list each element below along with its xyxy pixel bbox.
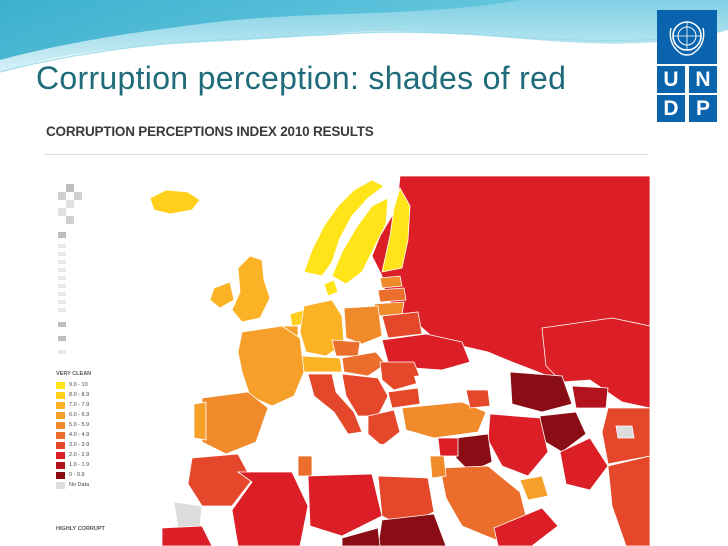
region-czech bbox=[331, 339, 361, 357]
legend-label: 1.0 - 1.9 bbox=[69, 462, 90, 468]
cpi-map-panel: CORRUPTION PERCEPTIONS INDEX 2010 RESULT… bbox=[42, 118, 650, 546]
region-romania bbox=[379, 361, 423, 391]
legend-label: 9.0 - 10 bbox=[69, 382, 88, 388]
map-title: CORRUPTION PERCEPTIONS INDEX 2010 RESULT… bbox=[46, 124, 374, 139]
region-chad bbox=[341, 527, 381, 546]
legend-item: 2.0 - 2.9 bbox=[56, 450, 116, 460]
region-libya bbox=[307, 473, 383, 537]
region-slovakia-hungary bbox=[341, 351, 387, 377]
region-tunisia bbox=[297, 455, 313, 477]
region-syria bbox=[437, 437, 459, 457]
region-portugal bbox=[193, 401, 207, 441]
black-sea bbox=[414, 372, 472, 400]
region-mauritania bbox=[161, 525, 213, 546]
region-uk bbox=[231, 255, 271, 323]
logo-letter-p: P bbox=[689, 95, 717, 122]
region-poland bbox=[343, 305, 383, 345]
logo-letter-n: N bbox=[689, 66, 717, 93]
legend-swatch bbox=[56, 451, 65, 459]
un-emblem-icon bbox=[657, 10, 717, 64]
legend-label: 4.0 - 4.9 bbox=[69, 432, 90, 438]
region-belarus bbox=[381, 311, 423, 339]
region-finland bbox=[381, 186, 411, 273]
legend-swatch bbox=[56, 441, 65, 449]
legend-item: 8.0 - 8.9 bbox=[56, 390, 116, 400]
region-estonia bbox=[379, 275, 403, 289]
region-austria-switzerland bbox=[299, 355, 343, 373]
region-kazakhstan bbox=[541, 317, 650, 409]
region-spain-portugal bbox=[201, 391, 269, 455]
undp-logo: U N D P bbox=[657, 10, 717, 122]
legend-item: No Data bbox=[56, 480, 116, 490]
legend-item: 1.0 - 1.9 bbox=[56, 460, 116, 470]
region-italy bbox=[307, 373, 363, 435]
legend-label: 6.0 - 6.9 bbox=[69, 412, 90, 418]
logo-letter-u: U bbox=[657, 66, 685, 93]
legend-label: 7.0 - 7.9 bbox=[69, 402, 90, 408]
legend-item: 0 - 0.9 bbox=[56, 470, 116, 480]
legend-swatch bbox=[56, 391, 65, 399]
region-nepal-nodata bbox=[615, 425, 635, 439]
legend-label: 0 - 0.9 bbox=[69, 472, 85, 478]
mediterranean-sea bbox=[242, 438, 430, 472]
legend-label: 2.0 - 2.9 bbox=[69, 452, 90, 458]
region-western-sahara bbox=[173, 501, 203, 529]
logo-letter-d: D bbox=[657, 95, 685, 122]
legend-label: 8.0 - 8.9 bbox=[69, 392, 90, 398]
legend-item: 9.0 - 10 bbox=[56, 380, 116, 390]
legend-swatch bbox=[56, 431, 65, 439]
caspian-sea bbox=[488, 362, 508, 424]
legend-swatch bbox=[56, 381, 65, 389]
legend-swatch bbox=[56, 481, 65, 489]
region-norway bbox=[303, 179, 385, 277]
map-legend: VERY CLEAN 9.0 - 10 8.0 - 8.9 7.0 - 7.9 6.0… bbox=[56, 371, 116, 490]
region-kyrgyz-tajik bbox=[571, 385, 609, 409]
region-sweden bbox=[331, 197, 389, 285]
region-denmark bbox=[323, 279, 339, 297]
region-france bbox=[237, 325, 305, 407]
legend-swatch bbox=[56, 461, 65, 469]
region-iceland bbox=[149, 189, 201, 215]
legend-bottom-label: HIGHLY CORRUPT bbox=[56, 526, 105, 532]
legend-label: No Data bbox=[69, 482, 90, 488]
legend-item: 3.0 - 3.9 bbox=[56, 440, 116, 450]
region-turkmenistan-uzbekistan bbox=[509, 371, 573, 413]
legend-item: 4.0 - 4.9 bbox=[56, 430, 116, 440]
choropleth-map bbox=[42, 176, 650, 546]
region-greece bbox=[367, 409, 401, 447]
region-morocco bbox=[187, 453, 253, 507]
legend-label: 3.0 - 3.9 bbox=[69, 442, 90, 448]
region-georgia-armenia bbox=[465, 389, 491, 409]
legend-item: 6.0 - 6.9 bbox=[56, 410, 116, 420]
legend-swatch bbox=[56, 401, 65, 409]
scale-thumbnail bbox=[58, 184, 82, 354]
header-wave-decoration bbox=[0, 0, 728, 80]
region-algeria bbox=[231, 471, 309, 546]
region-latvia bbox=[377, 287, 407, 303]
region-jordan-israel bbox=[429, 455, 447, 479]
legend-item: 7.0 - 7.9 bbox=[56, 400, 116, 410]
legend-swatch bbox=[56, 421, 65, 429]
legend-swatch bbox=[56, 471, 65, 479]
legend-label: 5.0 - 5.9 bbox=[69, 422, 90, 428]
region-bulgaria bbox=[387, 387, 421, 409]
region-gulf-states bbox=[519, 475, 549, 501]
slide-title: Corruption perception: shades of red bbox=[36, 60, 567, 96]
legend-top-label: VERY CLEAN bbox=[56, 371, 92, 377]
legend-item: 5.0 - 5.9 bbox=[56, 420, 116, 430]
region-turkey bbox=[401, 401, 487, 439]
region-ireland bbox=[209, 281, 235, 309]
region-yemen-oman bbox=[493, 507, 559, 546]
map-title-divider bbox=[44, 154, 648, 155]
legend-swatch bbox=[56, 411, 65, 419]
region-pakistan bbox=[559, 437, 609, 491]
